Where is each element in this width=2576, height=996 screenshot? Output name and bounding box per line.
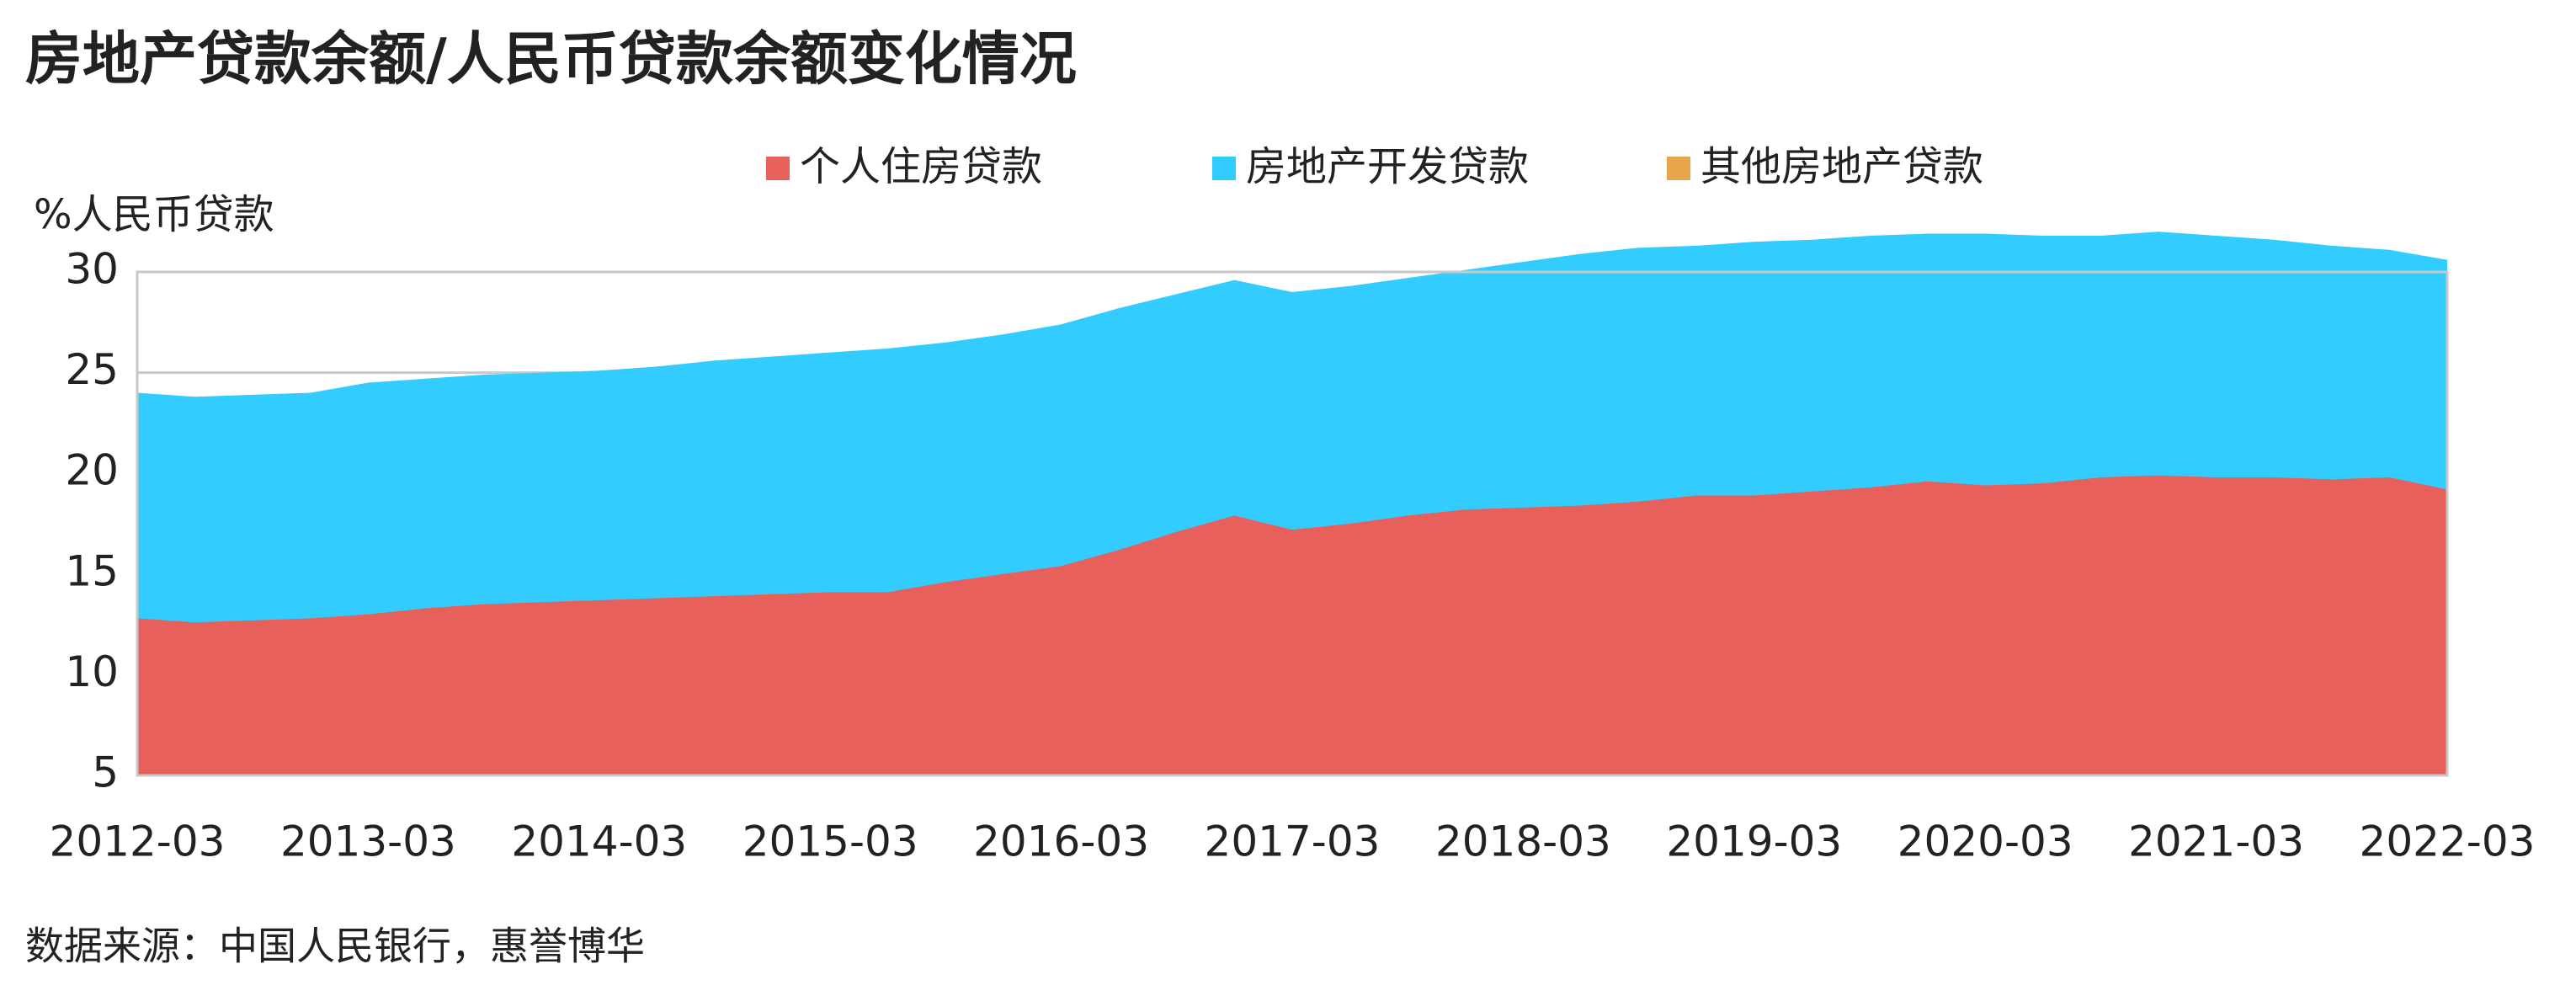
- x-tick-label: 2021-03: [2128, 818, 2304, 866]
- source: 数据来源：中国人民银行，惠誉博华: [25, 924, 645, 969]
- y-tick-label: 10: [65, 647, 119, 696]
- legend-label: 其他房地产贷款: [1700, 143, 1983, 190]
- legend-swatch: [766, 157, 790, 180]
- y-tick-label: 15: [65, 546, 119, 595]
- x-tick-label: 2017-03: [1205, 818, 1381, 866]
- y-tick-label: 5: [92, 748, 119, 797]
- plot-frame: [136, 270, 2449, 777]
- x-tick-label: 2018-03: [1435, 818, 1611, 866]
- legend-swatch: [1212, 157, 1236, 180]
- x-tick-label: 2012-03: [50, 818, 226, 866]
- chart-title: 房地产贷款余额/人民币贷款余额变化情况: [25, 27, 1077, 93]
- x-tick-label: 2019-03: [1666, 818, 1842, 866]
- x-tick-label: 2016-03: [973, 818, 1149, 866]
- y-tick-label: 25: [65, 345, 119, 394]
- area: [137, 232, 2447, 623]
- y-tick-label: 30: [65, 245, 119, 294]
- legend-label: 个人住房贷款: [800, 143, 1042, 190]
- legend-swatch: [1667, 157, 1690, 180]
- x-tick-label: 2014-03: [511, 818, 687, 866]
- y-axis-label: %人民币贷款: [34, 191, 274, 238]
- y-tick-label: 20: [65, 446, 119, 495]
- legend-label: 房地产开发贷款: [1246, 143, 1529, 190]
- x-tick-label: 2015-03: [742, 818, 918, 866]
- x-tick-label: 2022-03: [2360, 818, 2536, 866]
- x-tick-label: 2013-03: [280, 818, 456, 866]
- x-tick-label: 2020-03: [1897, 818, 2073, 866]
